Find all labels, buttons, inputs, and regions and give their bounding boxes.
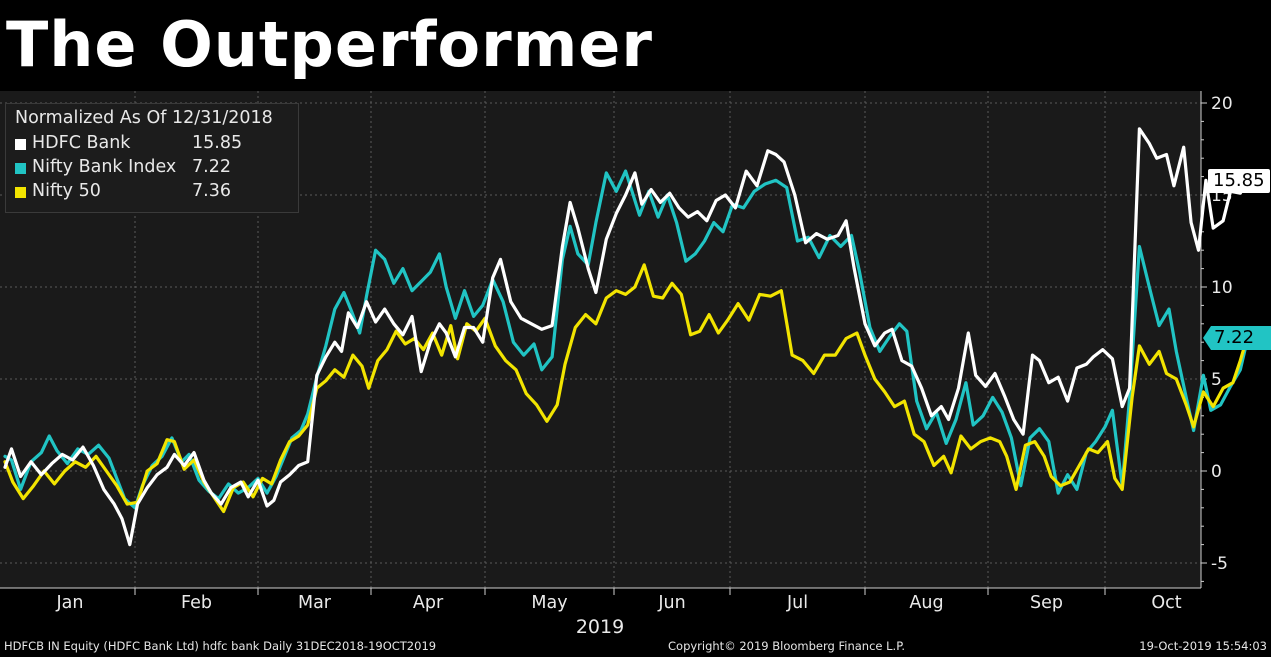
y-tick-label: 0 bbox=[1211, 462, 1222, 482]
x-tick-label: Oct bbox=[1151, 593, 1181, 613]
x-tick-label: Jul bbox=[786, 593, 808, 613]
legend-name: Nifty Bank Index bbox=[32, 157, 177, 177]
legend-swatch-nifty50 bbox=[15, 187, 26, 198]
x-tick-label: Mar bbox=[298, 593, 332, 613]
y-tick-label: 10 bbox=[1211, 278, 1233, 298]
series-lines bbox=[3, 127, 1250, 547]
footer-copyright: Copyright© 2019 Bloomberg Finance L.P. bbox=[668, 639, 905, 653]
x-tick-label: May bbox=[531, 593, 567, 613]
x-tick-label: Apr bbox=[413, 593, 444, 613]
legend-swatch-nifty-bank bbox=[15, 163, 26, 174]
legend-header: Normalized As Of 12/31/2018 bbox=[15, 108, 273, 128]
footer-timestamp: 19-Oct-2019 15:54:03 bbox=[1139, 639, 1267, 653]
x-tick-label: Aug bbox=[909, 593, 943, 613]
x-tick-label: Jan bbox=[56, 593, 84, 613]
series-line-nifty-50 bbox=[3, 263, 1250, 514]
x-axis-label: 2019 bbox=[576, 616, 624, 638]
x-tick-label: Sep bbox=[1030, 593, 1063, 613]
chart-title: The Outperformer bbox=[6, 8, 653, 81]
legend-value: 15.85 bbox=[192, 133, 243, 153]
legend-name: Nifty 50 bbox=[32, 181, 101, 201]
last-value-tag-hdfc: 15.85 bbox=[1208, 169, 1270, 193]
legend-swatch-hdfc bbox=[15, 139, 26, 150]
y-tick-label: -5 bbox=[1211, 554, 1228, 574]
legend-name: HDFC Bank bbox=[32, 133, 131, 153]
y-tick-label: 20 bbox=[1211, 94, 1233, 114]
legend: Normalized As Of 12/31/2018 HDFC Bank 15… bbox=[5, 103, 299, 213]
x-tick-label: Jun bbox=[657, 593, 685, 613]
legend-value: 7.36 bbox=[192, 181, 231, 201]
footer-security: HDFCB IN Equity (HDFC Bank Ltd) hdfc ban… bbox=[4, 639, 437, 653]
legend-value: 7.22 bbox=[192, 157, 231, 177]
y-tick-label: 5 bbox=[1211, 370, 1222, 390]
last-value-tag-nifty-bank: 7.22 bbox=[1203, 326, 1271, 350]
x-tick-label: Feb bbox=[181, 593, 212, 613]
series-line-hdfc-bank bbox=[3, 127, 1250, 547]
